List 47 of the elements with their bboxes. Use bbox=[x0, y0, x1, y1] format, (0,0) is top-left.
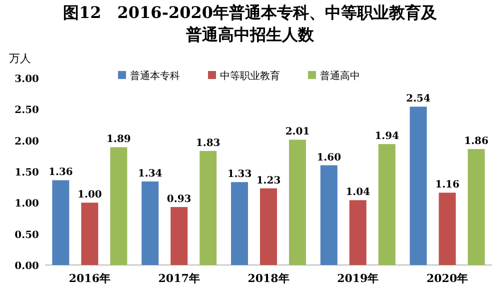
legend-label: 普通本专科 bbox=[130, 70, 180, 82]
bar bbox=[260, 188, 277, 265]
bar bbox=[231, 182, 248, 265]
data-label: 1.86 bbox=[464, 136, 489, 148]
data-label: 2.54 bbox=[406, 94, 431, 105]
data-label: 2.01 bbox=[285, 126, 310, 138]
bar bbox=[349, 200, 366, 265]
y-tick-label: 3.00 bbox=[14, 74, 40, 85]
bar bbox=[438, 192, 456, 265]
data-label: 0.93 bbox=[166, 194, 192, 206]
bar bbox=[289, 140, 306, 265]
bar bbox=[200, 150, 217, 265]
data-label: 1.04 bbox=[346, 187, 370, 198]
data-label: 1.60 bbox=[316, 152, 342, 164]
y-tick-label: 0.50 bbox=[14, 230, 40, 241]
bar bbox=[81, 202, 98, 265]
bar bbox=[320, 165, 338, 265]
data-label: 1.33 bbox=[227, 169, 252, 180]
data-label: 1.83 bbox=[196, 138, 220, 149]
y-tick-label: 1.00 bbox=[14, 198, 40, 210]
bar bbox=[52, 180, 70, 265]
chart-title: 图12 2016-2020年普通本专科、中等职业教育及普通高中招生人数 bbox=[62, 2, 438, 46]
bar bbox=[170, 207, 188, 265]
data-label: 1.34 bbox=[138, 168, 162, 180]
data-label: 1.23 bbox=[256, 175, 281, 186]
y-tick-label: 2.00 bbox=[14, 136, 40, 148]
legend-label: 普通高中 bbox=[320, 70, 360, 82]
bar bbox=[142, 181, 159, 265]
bar bbox=[410, 106, 427, 265]
x-tick-label: 2017年 bbox=[158, 272, 200, 285]
y-tick-label: 2.50 bbox=[14, 105, 40, 116]
x-tick-label: 2019年 bbox=[337, 272, 379, 285]
data-label: 1.94 bbox=[374, 131, 400, 142]
x-tick-label: 2018年 bbox=[248, 272, 290, 285]
bar bbox=[378, 144, 396, 265]
data-label: 1.36 bbox=[48, 167, 73, 178]
y-axis-title: 万人 bbox=[9, 52, 31, 65]
data-label: 1.16 bbox=[435, 180, 460, 191]
data-label: 1.00 bbox=[78, 190, 102, 201]
legend-label: 中等职业教育 bbox=[220, 70, 280, 82]
bar bbox=[110, 147, 128, 265]
bar bbox=[468, 149, 485, 265]
y-tick-label: 0.00 bbox=[14, 261, 40, 272]
data-label: 1.89 bbox=[106, 134, 131, 146]
x-tick-label: 2020年 bbox=[426, 272, 468, 285]
y-tick-label: 1.50 bbox=[14, 168, 40, 178]
x-tick-label: 2016年 bbox=[68, 272, 111, 285]
